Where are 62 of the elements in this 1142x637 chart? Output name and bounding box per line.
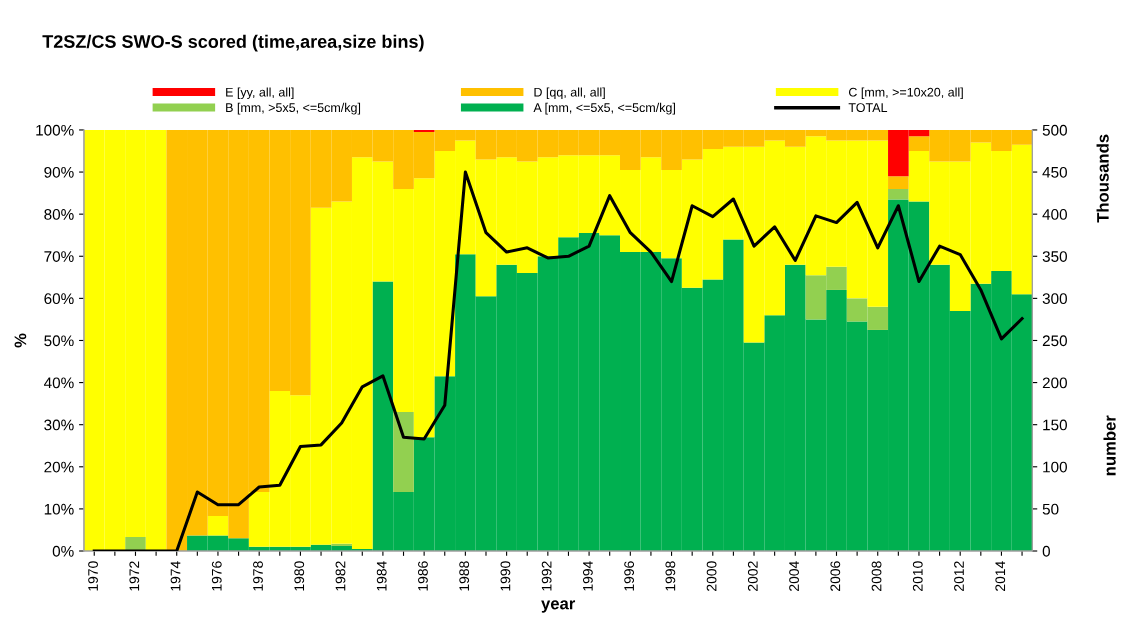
- x-tick-label: 1974: [170, 561, 181, 591]
- y-tick-label: 40%: [43, 377, 74, 389]
- y2-tick-label: 400: [1042, 209, 1067, 220]
- legend-label: TOTAL: [848, 103, 888, 113]
- x-tick-label: 1990: [500, 561, 511, 591]
- x-tick-label: 1970: [88, 561, 98, 591]
- bar: [888, 188, 909, 200]
- x-tick-label: 1994: [582, 561, 593, 591]
- legend-label: B [mm, >5x5, <=5cm/kg]: [226, 102, 361, 115]
- y2-tick-label: 500: [1042, 124, 1067, 136]
- x-tick-label: 2000: [706, 561, 717, 591]
- y-tick-label: 90%: [44, 166, 74, 178]
- y-tick-label: 100%: [36, 124, 74, 136]
- x-tick-label: 1976: [211, 561, 222, 591]
- text: Thousands: [1096, 134, 1109, 223]
- x-tick-label: 1978: [253, 561, 263, 591]
- x-tick-label: 1972: [129, 561, 140, 591]
- x-tick-label: 1992: [541, 561, 552, 591]
- y2-tick-label: 50: [1042, 503, 1059, 515]
- x-tick-label: 1980: [294, 561, 305, 591]
- y-tick-label: 80%: [44, 209, 74, 220]
- bar: [888, 176, 909, 189]
- x-tick-label: 1986: [418, 561, 428, 591]
- y-tick-label: 30%: [44, 419, 74, 431]
- y-tick-label: 20%: [44, 461, 74, 473]
- chart-title: T2SZ/CS SWO-S scored (time,area,size bins): [42, 34, 424, 52]
- x-tick-label: 2006: [830, 561, 841, 591]
- y2-tick-label: 300: [1042, 293, 1067, 305]
- x-tick-label: 1996: [624, 561, 635, 591]
- y2-tick-label: 250: [1042, 335, 1067, 347]
- x-tick-label: 2008: [871, 561, 882, 591]
- y2-tick-label: 150: [1043, 419, 1067, 431]
- legend-label: D [qq, all, all]: [534, 87, 605, 100]
- x-tick-label: 1988: [459, 561, 470, 591]
- bar: [413, 129, 435, 133]
- x-axis-title: year: [541, 600, 576, 613]
- legend-label: E [yy, all, all]: [226, 87, 294, 100]
- y2-tick-label: 200: [1042, 377, 1067, 389]
- x-tick-label: 2012: [954, 561, 964, 591]
- y-axis-title: %: [14, 333, 27, 348]
- x-tick-label: 2002: [747, 561, 758, 591]
- y-tick-label: 0%: [52, 545, 74, 557]
- x-tick-label: 1984: [376, 561, 387, 591]
- y2-tick-label: 450: [1042, 166, 1067, 178]
- x-tick-label: 1982: [335, 561, 346, 591]
- x-tick-label: 2004: [789, 561, 799, 591]
- y-tick-label: 60%: [44, 293, 74, 305]
- y-tick-label: 50%: [44, 335, 74, 347]
- legend-label: C [mm, >=10x20, all]: [849, 87, 963, 100]
- y2-axis-title: number: [1103, 415, 1116, 476]
- y-tick-label: 70%: [44, 251, 74, 262]
- x-tick-label: 2010: [912, 561, 923, 591]
- bar: [393, 412, 414, 493]
- x-tick-label: 1998: [665, 561, 676, 591]
- x-tick-label: 2014: [995, 561, 1006, 591]
- bar: [207, 516, 229, 536]
- y2-tick-label: 100: [1043, 461, 1067, 473]
- legend-label: A [mm, <=5x5, <=5cm/kg]: [533, 102, 675, 115]
- bar: [331, 543, 352, 546]
- y-tick-label: 10%: [44, 503, 74, 515]
- y2-tick-label: 0: [1042, 545, 1050, 557]
- y2-tick-label: 350: [1042, 251, 1067, 262]
